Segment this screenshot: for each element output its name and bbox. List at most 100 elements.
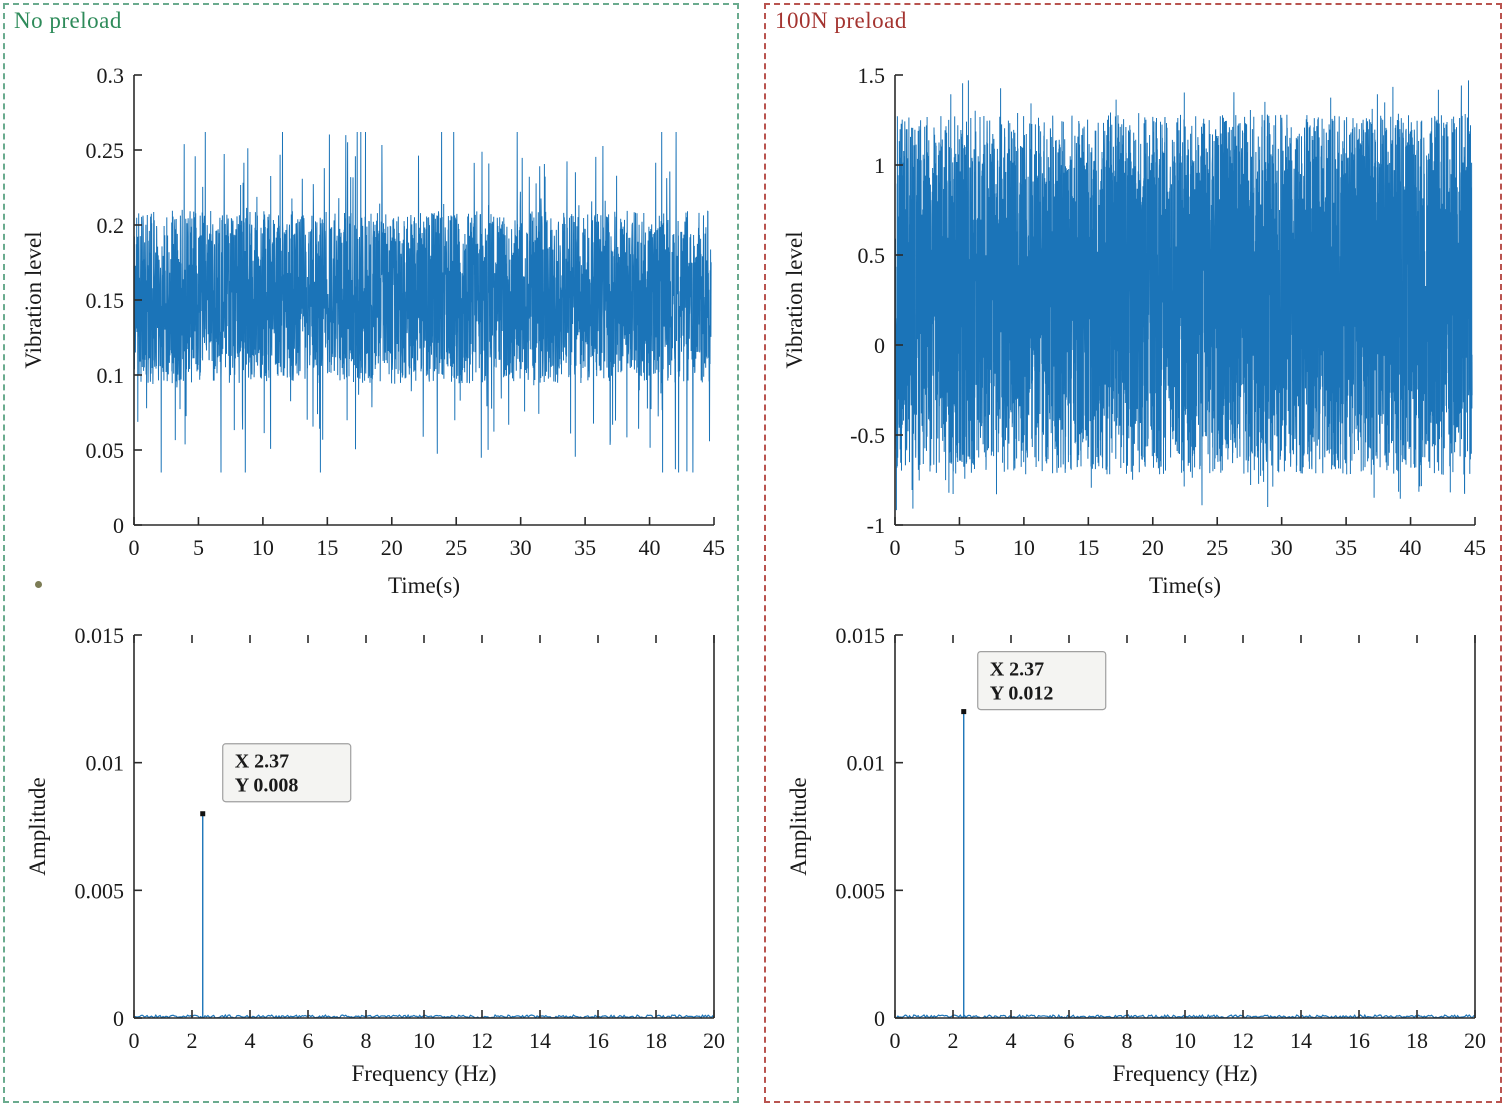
x-tick-label: 10 xyxy=(1174,1028,1196,1053)
y-axis-label: Amplitude xyxy=(25,777,50,875)
data-tip: X 2.37Y 0.012 xyxy=(977,650,1107,711)
y-tick-label: 0.5 xyxy=(858,243,886,268)
x-tick-label: 45 xyxy=(1464,535,1486,560)
x-tick-label: 15 xyxy=(316,535,338,560)
axes: 0 2 4 6 8 10 12 14 16 18 20 0 0.005 0.01 0.015 xyxy=(836,623,1487,1053)
x-tick-label: 25 xyxy=(1206,535,1228,560)
x-tick-label: 10 xyxy=(252,535,274,560)
x-tick-label: 10 xyxy=(413,1028,435,1053)
x-tick-label: 6 xyxy=(1064,1028,1075,1053)
y-tick-label: 0 xyxy=(874,1006,885,1031)
x-tick-label: 35 xyxy=(1335,535,1357,560)
x-tick-label: 16 xyxy=(587,1028,609,1053)
x-tick-label: 2 xyxy=(948,1028,959,1053)
y-tick-label: 0.25 xyxy=(86,138,125,163)
chart-svg: X 2.37Y 0.008 0 2 4 6 8 10 12 14 16 18 20 0 0.005 0.01… xyxy=(25,623,726,1086)
data-series xyxy=(133,811,715,1020)
x-tick-label: 35 xyxy=(574,535,596,560)
y-tick-label: 0.005 xyxy=(836,878,886,903)
x-axis-label: Frequency (Hz) xyxy=(1113,1061,1258,1086)
data-tip-box xyxy=(977,650,1107,711)
y-tick-label: 0.3 xyxy=(97,63,125,88)
x-tick-label: 6 xyxy=(303,1028,314,1053)
x-tick-label: 5 xyxy=(193,535,204,560)
y-tick-label: 0.2 xyxy=(97,213,125,238)
y-tick-label: 0 xyxy=(113,513,124,538)
y-tick-label: 0.015 xyxy=(836,623,886,648)
x-tick-label: 2 xyxy=(187,1028,198,1053)
y-tick-label: 0.1 xyxy=(97,363,125,388)
data-tip-x: X 2.37 xyxy=(235,751,289,773)
y-tick-label: 1 xyxy=(874,153,885,178)
x-tick-label: 18 xyxy=(1406,1028,1428,1053)
time-series-chart-no-preload: 0 5 10 15 20 25 30 35 40 45 0 0.05 0.1 0.15 0.2 0.25 0.3… xyxy=(7,41,737,607)
x-tick-label: 8 xyxy=(361,1028,372,1053)
y-tick-label: 0 xyxy=(874,333,885,358)
x-tick-label: 0 xyxy=(890,535,901,560)
frequency-spectrum-chart-100n-preload: X 2.37 Y 0.012 0 2 4 6 8 10 12 14 16 18 20 0 0.005 0.01… xyxy=(768,611,1498,1103)
axes: 0 5 10 15 20 25 30 35 40 45 -1 -0.5 0 0.5 1 1.5 xyxy=(850,63,1486,560)
x-axis-label: Frequency (Hz) xyxy=(352,1061,497,1086)
data-tip-y: Y 0.008 xyxy=(235,775,299,797)
x-tick-label: 20 xyxy=(381,535,403,560)
x-tick-label: 30 xyxy=(510,535,532,560)
y-tick-label: 0.15 xyxy=(86,288,125,313)
x-tick-label: 16 xyxy=(1348,1028,1370,1053)
x-tick-label: 30 xyxy=(1271,535,1293,560)
peak-marker xyxy=(200,811,206,817)
y-tick-label: 0.01 xyxy=(847,751,886,776)
x-tick-label: 12 xyxy=(1232,1028,1254,1053)
time-series-chart-100n-preload: 0 5 10 15 20 25 30 35 40 45 -1 -0.5 0 0.5 1 1.5 Time(s) V… xyxy=(768,41,1498,607)
x-tick-label: 40 xyxy=(639,535,661,560)
vibration-signal xyxy=(133,131,712,473)
y-axis-label: Amplitude xyxy=(786,777,811,875)
axes: 0 2 4 6 8 10 12 14 16 18 20 0 0.005 0.01 0.015 xyxy=(75,623,726,1053)
x-tick-label: 20 xyxy=(1142,535,1164,560)
stray-dot xyxy=(35,581,42,588)
x-axis-label: Time(s) xyxy=(388,573,460,598)
x-tick-label: 4 xyxy=(1006,1028,1017,1053)
x-tick-label: 5 xyxy=(954,535,965,560)
x-axis-label: Time(s) xyxy=(1149,573,1221,598)
x-tick-label: 20 xyxy=(1464,1028,1486,1053)
x-tick-label: 15 xyxy=(1077,535,1099,560)
panel-label-no-preload: No preload xyxy=(14,8,122,33)
x-tick-label: 20 xyxy=(703,1028,725,1053)
x-tick-label: 8 xyxy=(1122,1028,1133,1053)
x-tick-label: 12 xyxy=(471,1028,493,1053)
y-tick-label: 0.005 xyxy=(75,878,125,903)
x-tick-label: 0 xyxy=(890,1028,901,1053)
data-tip: X 2.37Y 0.008 xyxy=(222,743,352,803)
y-tick-label: 0.05 xyxy=(86,438,125,463)
x-tick-label: 0 xyxy=(129,1028,140,1053)
y-tick-label: 0.015 xyxy=(75,623,125,648)
x-tick-label: 10 xyxy=(1013,535,1035,560)
data-tip-box xyxy=(222,743,352,803)
data-series xyxy=(894,80,1473,511)
frequency-spectrum-chart-no-preload: X 2.37 Y 0.008 0 2 4 6 8 10 12 14 16 18 20 0 0.005 0.01… xyxy=(7,611,737,1103)
x-tick-label: 0 xyxy=(129,535,140,560)
panel-label-100n-preload: 100N preload xyxy=(775,8,907,33)
x-tick-label: 4 xyxy=(245,1028,256,1053)
x-tick-label: 14 xyxy=(529,1028,551,1053)
y-tick-label: 0 xyxy=(113,1006,124,1031)
data-tip-x: X 2.37 xyxy=(990,659,1044,681)
axes: 0 5 10 15 20 25 30 35 40 45 0 0.05 0.1 0.15 0.2 0.25 0.3 xyxy=(86,63,726,560)
vibration-signal xyxy=(894,80,1473,511)
y-tick-label: 1.5 xyxy=(858,63,886,88)
chart-svg: 0 5 10 15 20 25 30 35 40 45 -1 -0.5 0 0.5 1 1.5 Time(s) V… xyxy=(782,63,1486,598)
x-tick-label: 14 xyxy=(1290,1028,1312,1053)
panel-100n-preload: 100N preload 0 5 10 15 20 25 30 35 40 45 -1 -0.5 0 0.… xyxy=(764,3,1502,1103)
peak-marker xyxy=(961,709,967,715)
chart-svg: X 2.37Y 0.012 0 2 4 6 8 10 12 14 16 18 20 0 0.005 0.01… xyxy=(786,623,1487,1086)
chart-svg: 0 5 10 15 20 25 30 35 40 45 0 0.05 0.1 0.15 0.2 0.25 0.3… xyxy=(21,63,726,598)
data-series xyxy=(133,131,712,473)
x-tick-label: 45 xyxy=(703,535,725,560)
y-axis-label: Vibration level xyxy=(782,231,807,368)
data-tip-y: Y 0.012 xyxy=(990,683,1054,705)
y-tick-label: 0.01 xyxy=(86,751,125,776)
x-tick-label: 40 xyxy=(1400,535,1422,560)
y-tick-label: -0.5 xyxy=(850,423,885,448)
x-tick-label: 25 xyxy=(445,535,467,560)
